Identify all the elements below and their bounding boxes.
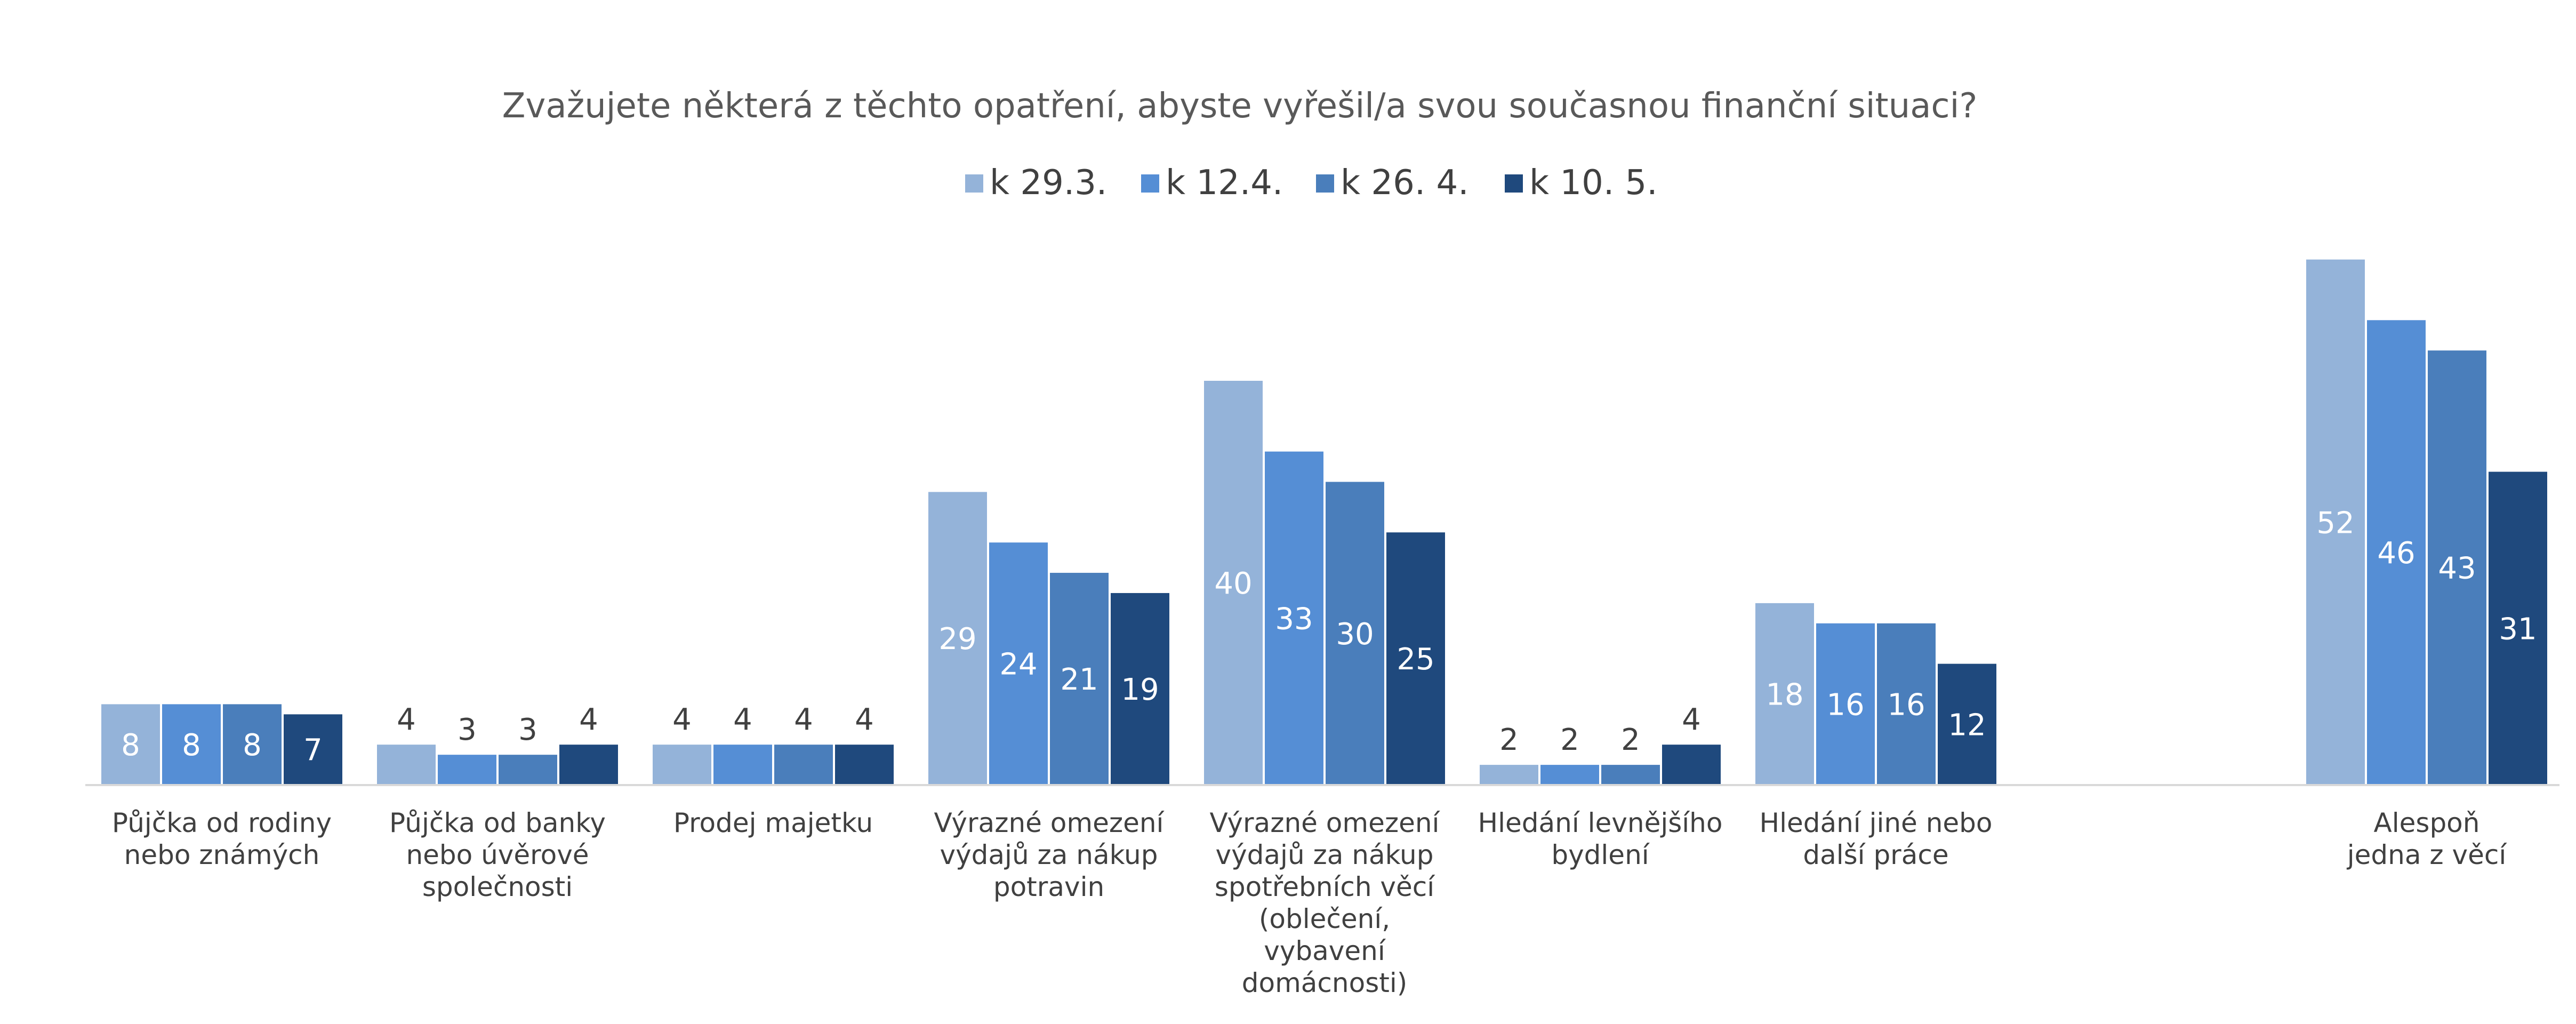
data-label: 2 [1621, 723, 1640, 757]
data-label: 40 [1214, 566, 1252, 601]
bar [438, 755, 496, 785]
data-label: 18 [1766, 677, 1803, 712]
legend-swatch [1141, 174, 1159, 193]
data-label: 30 [1336, 617, 1374, 652]
bar [774, 745, 833, 785]
bar [835, 745, 894, 785]
data-label: 29 [938, 622, 976, 657]
category-label: Hledání jiné nebo další práce [1759, 807, 1992, 870]
bar [1877, 623, 1936, 785]
bar [653, 745, 711, 785]
data-label: 43 [2438, 551, 2476, 586]
bar [101, 704, 160, 785]
data-label: 4 [579, 702, 598, 737]
data-label: 33 [1275, 602, 1313, 636]
data-label: 12 [1948, 708, 1986, 742]
data-label: 2 [1560, 723, 1579, 757]
bar [1204, 381, 1263, 785]
data-label: 3 [458, 713, 477, 747]
legend-swatch [1505, 174, 1523, 193]
bar [713, 745, 772, 785]
legend-label: k 26. 4. [1341, 163, 1469, 203]
category-label: Výrazné omezení výdajů za nákup spotřebníc… [1210, 807, 1441, 998]
bar [2306, 259, 2365, 786]
bar [1480, 765, 1538, 785]
data-label: 4 [794, 702, 813, 737]
data-label: 8 [121, 728, 140, 763]
data-label: 8 [243, 728, 262, 763]
bar [1662, 745, 1721, 785]
bar [1540, 765, 1599, 785]
bar [284, 714, 342, 785]
data-label: 21 [1060, 662, 1098, 697]
category-label: Prodej majetku [673, 807, 873, 838]
bar [928, 492, 987, 785]
legend-label: k 10. 5. [1529, 163, 1658, 203]
data-label: 16 [1826, 687, 1864, 722]
bar [1111, 593, 1169, 785]
legend: k 29.3. k 12.4. k 26. 4. k 10. 5. [965, 163, 1658, 203]
legend-swatch [1316, 174, 1334, 193]
category-label: Půjčka od banky nebo úvěrové společnosti [389, 807, 606, 902]
bar [2428, 350, 2486, 785]
category-label: Hledání levnějšího bydlení [1478, 807, 1723, 870]
category-label: Alespoň jedna z věcí [2347, 807, 2508, 870]
category-label: Výrazné omezení výdajů za nákup potravin [934, 807, 1165, 902]
chart-title: Zvažujete některá z těchto opatření, aby… [502, 86, 1978, 126]
data-label: 2 [1499, 723, 1519, 757]
data-label: 25 [1397, 642, 1434, 677]
bar [2489, 471, 2547, 785]
data-label: 52 [2316, 506, 2354, 540]
bar [1265, 451, 1323, 785]
category-labels: Půjčka od rodiny nebo známých Půjčka od ba… [112, 807, 2507, 998]
data-label: 4 [672, 702, 692, 737]
bar [1326, 482, 1384, 785]
bar [989, 542, 1048, 785]
legend-swatch [965, 174, 983, 193]
data-label: 3 [518, 713, 537, 747]
category-label: Půjčka od rodiny nebo známých [112, 807, 332, 870]
bar [223, 704, 282, 785]
bar [1938, 663, 1996, 785]
bar [499, 755, 557, 785]
bar [1386, 532, 1445, 785]
bar [1601, 765, 1660, 785]
legend-label: k 29.3. [990, 163, 1107, 203]
data-label: 7 [303, 733, 323, 768]
bar [1816, 623, 1875, 785]
legend-label: k 12.4. [1166, 163, 1283, 203]
bar [2367, 320, 2426, 785]
data-label: 4 [855, 702, 874, 737]
bar [377, 745, 436, 785]
data-label: 4 [397, 702, 416, 737]
data-label: 4 [733, 702, 752, 737]
bar [559, 745, 618, 785]
bar [1755, 603, 1814, 785]
data-label: 19 [1121, 673, 1159, 707]
data-label: 24 [999, 647, 1037, 682]
bar [162, 704, 221, 785]
data-label: 31 [2499, 612, 2537, 646]
data-label: 8 [182, 728, 201, 763]
data-label: 16 [1887, 687, 1925, 722]
bar [1050, 573, 1109, 785]
data-label: 4 [1682, 702, 1701, 737]
data-label: 46 [2377, 536, 2415, 571]
